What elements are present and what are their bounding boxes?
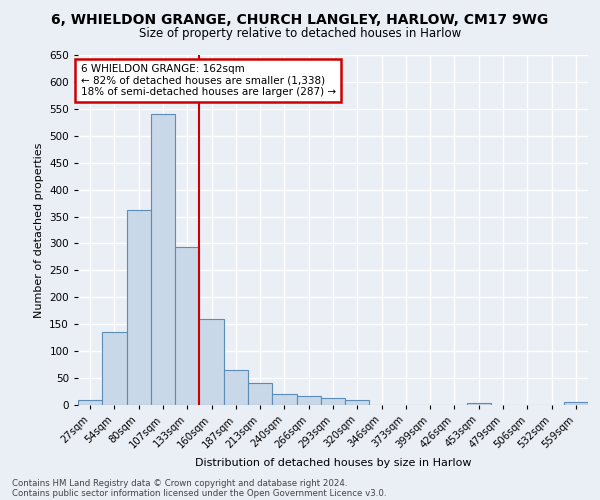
Bar (467, 403, 491, 405)
Bar (345, 400, 370, 405)
Text: Contains public sector information licensed under the Open Government Licence v3: Contains public sector information licen… (12, 488, 386, 498)
Text: Contains HM Land Registry data © Crown copyright and database right 2024.: Contains HM Land Registry data © Crown c… (12, 478, 347, 488)
Y-axis label: Number of detached properties: Number of detached properties (34, 142, 44, 318)
Bar (272, 394, 296, 405)
Bar (175, 247, 199, 405)
Bar (564, 402, 588, 405)
Bar (321, 398, 345, 405)
Text: 6, WHIELDON GRANGE, CHURCH LANGLEY, HARLOW, CM17 9WG: 6, WHIELDON GRANGE, CHURCH LANGLEY, HARL… (52, 12, 548, 26)
Bar (248, 384, 272, 405)
Bar (151, 114, 175, 405)
Text: Size of property relative to detached houses in Harlow: Size of property relative to detached ho… (139, 28, 461, 40)
Bar (127, 210, 151, 405)
Bar (296, 396, 321, 405)
Bar (224, 370, 248, 405)
Bar (102, 332, 127, 405)
X-axis label: Distribution of detached houses by size in Harlow: Distribution of detached houses by size … (195, 458, 471, 468)
Text: 6 WHIELDON GRANGE: 162sqm
← 82% of detached houses are smaller (1,338)
18% of se: 6 WHIELDON GRANGE: 162sqm ← 82% of detac… (80, 64, 335, 97)
Bar (199, 319, 224, 405)
Bar (78, 400, 102, 405)
